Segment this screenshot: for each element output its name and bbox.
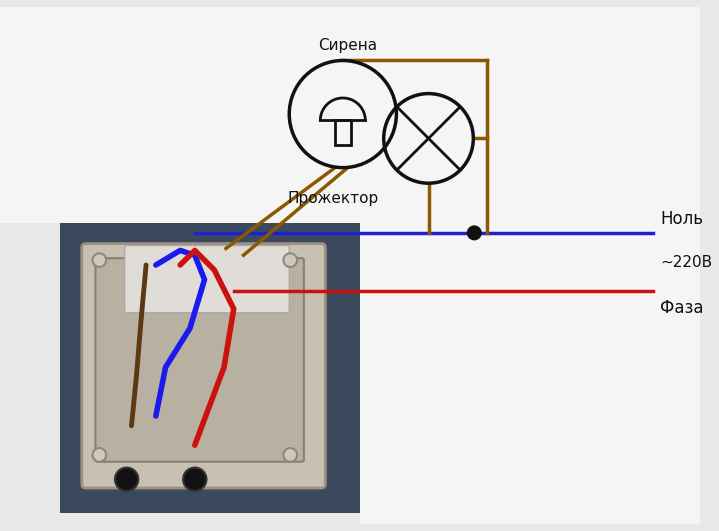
Circle shape — [467, 226, 481, 239]
Circle shape — [115, 468, 138, 491]
Circle shape — [384, 93, 473, 183]
Circle shape — [93, 448, 106, 462]
Text: Ноль: Ноль — [660, 210, 703, 228]
Text: ~220В: ~220В — [660, 254, 713, 270]
Circle shape — [93, 253, 106, 267]
FancyBboxPatch shape — [124, 245, 289, 313]
Bar — [335, 121, 351, 144]
Circle shape — [283, 448, 297, 462]
FancyBboxPatch shape — [60, 223, 360, 513]
Text: Сирена: Сирена — [318, 38, 377, 53]
Text: Фаза: Фаза — [660, 299, 704, 317]
FancyBboxPatch shape — [82, 244, 325, 488]
Text: Прожектор: Прожектор — [288, 191, 379, 206]
Circle shape — [183, 468, 206, 491]
Circle shape — [283, 253, 297, 267]
Circle shape — [289, 61, 396, 168]
FancyBboxPatch shape — [360, 7, 700, 524]
FancyBboxPatch shape — [0, 7, 700, 223]
Polygon shape — [321, 98, 365, 121]
FancyBboxPatch shape — [96, 258, 304, 462]
